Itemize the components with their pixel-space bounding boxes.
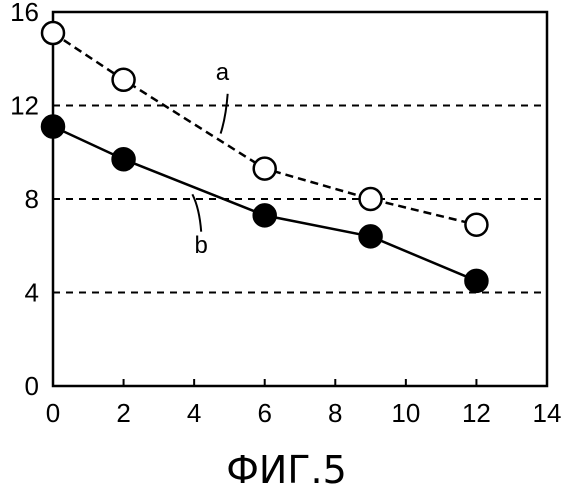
figure-caption: ФИГ.5 — [0, 448, 573, 492]
y-tick-label: 8 — [25, 184, 39, 214]
x-tick-label: 4 — [187, 398, 201, 428]
gridlines — [53, 106, 547, 293]
y-tick-label: 12 — [10, 91, 39, 121]
x-tick-label: 2 — [116, 398, 130, 428]
x-tick-label: 8 — [328, 398, 342, 428]
x-tick-label: 10 — [391, 398, 420, 428]
y-tick-label: 0 — [25, 371, 39, 401]
data-point-a — [113, 69, 135, 91]
data-point-b — [113, 148, 135, 170]
x-tick-label: 14 — [533, 398, 562, 428]
series-label-leaders — [192, 94, 227, 232]
x-tick-label: 0 — [46, 398, 60, 428]
series-line-a — [53, 33, 476, 225]
y-tick-label: 4 — [25, 278, 39, 308]
data-point-b — [254, 204, 276, 226]
data-point-b — [360, 225, 382, 247]
x-tick-label: 6 — [257, 398, 271, 428]
series-label-a: a — [216, 59, 230, 86]
data-point-a — [254, 158, 276, 180]
data-point-a — [42, 22, 64, 44]
data-point-a — [465, 214, 487, 236]
series-markers — [42, 22, 487, 292]
y-tick-label: 16 — [10, 0, 39, 27]
x-tick-label: 12 — [462, 398, 491, 428]
data-point-a — [360, 188, 382, 210]
data-point-b — [42, 116, 64, 138]
data-point-b — [465, 270, 487, 292]
leader-line-a — [221, 94, 228, 134]
series-label-b: b — [195, 232, 208, 259]
series-labels: ab — [195, 59, 230, 259]
